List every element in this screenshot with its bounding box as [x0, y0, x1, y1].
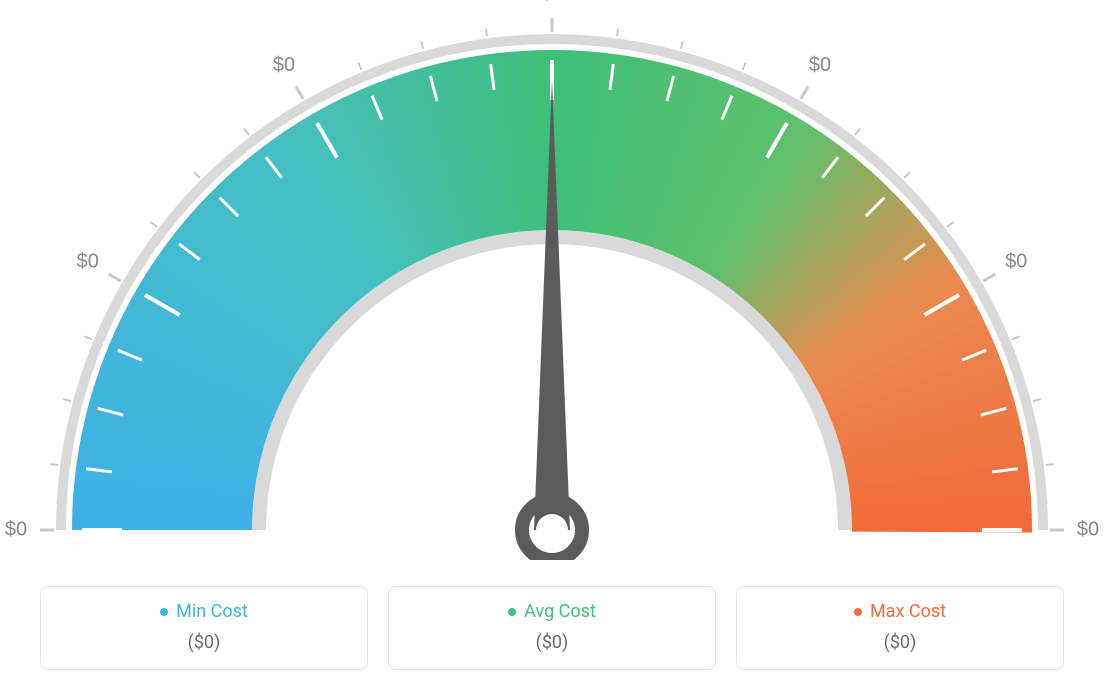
legend-label-min: Min Cost	[176, 601, 248, 622]
legend-card-max: Max Cost ($0)	[736, 586, 1064, 671]
svg-text:$0: $0	[541, 0, 563, 4]
svg-text:$0: $0	[1005, 250, 1027, 272]
svg-text:$0: $0	[5, 518, 27, 540]
legend-value-avg: ($0)	[409, 632, 695, 653]
gauge-container: $0 $0 $0 $0 $0 $0 $0	[0, 0, 1104, 560]
svg-text:$0: $0	[809, 54, 831, 76]
legend-label-max: Max Cost	[870, 601, 946, 622]
legend-title-min: Min Cost	[160, 601, 248, 622]
legend-label-avg: Avg Cost	[524, 601, 596, 622]
cost-gauge: $0 $0 $0 $0 $0 $0 $0	[0, 0, 1104, 560]
legend-dot-avg	[508, 608, 516, 616]
legend-card-avg: Avg Cost ($0)	[388, 586, 716, 671]
legend-card-min: Min Cost ($0)	[40, 586, 368, 671]
legend-row: Min Cost ($0) Avg Cost ($0) Max Cost ($0…	[40, 586, 1064, 671]
svg-text:$0: $0	[1077, 518, 1099, 540]
svg-text:$0: $0	[77, 250, 99, 272]
legend-title-avg: Avg Cost	[508, 601, 596, 622]
svg-text:$0: $0	[273, 54, 295, 76]
legend-title-max: Max Cost	[854, 601, 946, 622]
legend-dot-min	[160, 608, 168, 616]
legend-value-min: ($0)	[61, 632, 347, 653]
legend-value-max: ($0)	[757, 632, 1043, 653]
legend-dot-max	[854, 608, 862, 616]
